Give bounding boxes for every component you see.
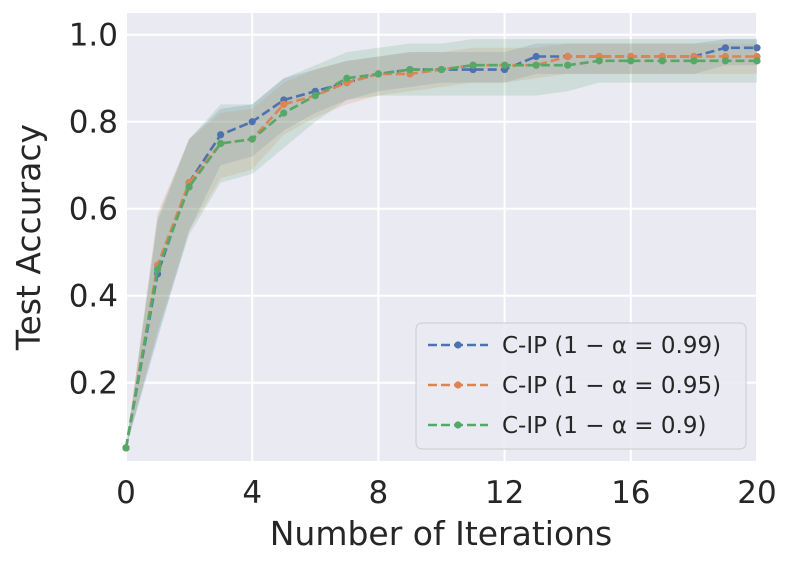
data-point <box>595 57 603 65</box>
data-point <box>122 444 130 452</box>
data-point <box>311 92 319 100</box>
legend-entry: C-IP (1 − α = 0.95) <box>502 373 721 399</box>
confidence-band <box>126 39 757 448</box>
x-tick-label: 12 <box>485 475 524 511</box>
data-point <box>217 131 225 139</box>
confidence-bands <box>126 39 757 448</box>
legend-entry: C-IP (1 − α = 0.99) <box>502 333 721 359</box>
y-tick-label: 0.2 <box>69 366 118 402</box>
legend-entry: C-IP (1 − α = 0.9) <box>502 413 706 439</box>
data-point <box>185 183 193 191</box>
y-tick-label: 0.6 <box>69 192 118 228</box>
legend-marker <box>454 381 462 389</box>
data-point <box>501 61 509 69</box>
data-point <box>564 61 572 69</box>
series-lines <box>122 44 761 452</box>
y-tick-label: 1.0 <box>69 18 118 54</box>
data-point <box>406 65 414 74</box>
data-point <box>153 266 162 274</box>
y-axis-ticks: 0.2 0.4 0.6 0.8 1.0 <box>69 18 118 402</box>
grid <box>125 13 758 461</box>
x-tick-label: 8 <box>369 475 389 511</box>
x-tick-label: 16 <box>611 475 650 511</box>
x-tick-label: 20 <box>737 475 776 511</box>
y-tick-label: 0.8 <box>69 105 118 141</box>
data-point <box>469 61 477 69</box>
data-point <box>217 139 225 148</box>
data-point <box>532 52 540 61</box>
data-point <box>564 52 572 61</box>
data-point <box>753 57 761 65</box>
data-point <box>343 74 351 82</box>
legend-marker <box>454 341 462 349</box>
data-point <box>248 135 256 143</box>
data-point <box>532 61 540 69</box>
data-point <box>753 44 761 52</box>
data-point <box>721 44 730 52</box>
x-tick-label: 0 <box>116 475 136 511</box>
data-point <box>374 70 382 78</box>
legend: C-IP (1 − α = 0.99) C-IP (1 − α = 0.95) C-… <box>415 322 747 450</box>
y-axis-label: Test Accuracy <box>9 124 48 351</box>
data-point <box>437 65 446 74</box>
data-point <box>658 57 666 65</box>
data-point <box>721 57 730 65</box>
data-point <box>280 100 288 108</box>
data-point <box>248 118 256 126</box>
legend-marker <box>454 421 462 429</box>
data-point <box>627 57 635 65</box>
legend-box <box>415 322 747 450</box>
x-axis-ticks: 0 4 8 12 16 20 <box>116 475 777 511</box>
data-point <box>280 109 288 117</box>
x-tick-label: 4 <box>242 475 262 511</box>
y-tick-label: 0.4 <box>69 279 118 315</box>
data-point <box>690 57 698 65</box>
x-axis-label: Number of Iterations <box>270 514 613 553</box>
